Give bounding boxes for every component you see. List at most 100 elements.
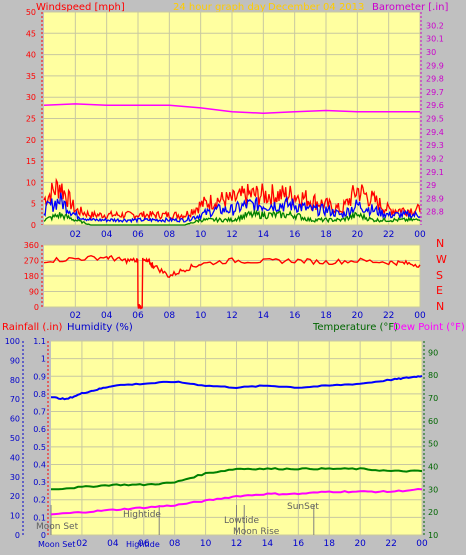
rainfall-y-tick-label: 1 bbox=[41, 355, 46, 364]
barometer-y-tick-label: 29.5 bbox=[426, 115, 444, 124]
barometer-y-tick-label: 29 bbox=[426, 181, 436, 190]
temperature-y-tick-label: 40 bbox=[428, 463, 438, 472]
wind-y-tick-label: 25 bbox=[26, 115, 36, 124]
wind-x-tick-label: 22 bbox=[383, 230, 394, 240]
direction-y-tick-label: 180 bbox=[24, 272, 39, 281]
direction-letter-n2: N bbox=[436, 300, 444, 313]
sunset-marker-label: SunSet bbox=[287, 502, 319, 512]
humidity-y-tick-label: 10 bbox=[10, 512, 20, 521]
humidity-y-tick-label: 90 bbox=[10, 356, 20, 365]
barometer-y-tick-label: 29.7 bbox=[426, 88, 444, 97]
humidity-y-tick-label: 20 bbox=[10, 492, 20, 501]
direction-x-tick-label: 10 bbox=[195, 311, 207, 321]
barometer-y-tick-label: 30.2 bbox=[426, 21, 444, 30]
direction-y-tick-label: 0 bbox=[34, 303, 39, 312]
wind-direction-line bbox=[43, 254, 421, 310]
direction-y-tick-label: 90 bbox=[29, 288, 39, 297]
barometer-line bbox=[43, 103, 420, 114]
wind-y-tick-label: 0 bbox=[31, 221, 36, 230]
humidity-y-tick-label: 30 bbox=[10, 473, 20, 482]
wind-x-tick-label: 08 bbox=[164, 230, 176, 240]
wind-y-tick-label: 10 bbox=[26, 178, 36, 187]
barometer-y-tick-label: 29.1 bbox=[426, 168, 444, 177]
moon-set-marker-label: Moon Set bbox=[36, 522, 79, 532]
wind-x-tick-label: 06 bbox=[132, 230, 144, 240]
temperature-label: Temperature (°F) bbox=[312, 322, 398, 333]
humidity-y-tick-label: 0 bbox=[15, 531, 20, 540]
direction-axis: 0 90 180 270 360 bbox=[24, 241, 43, 312]
humidity-y-tick-label: 70 bbox=[10, 395, 20, 404]
wind-y-tick-label: 40 bbox=[26, 51, 36, 60]
moon-rise-marker-label: Moon Rise bbox=[233, 527, 280, 537]
barometer-y-tick-label: 29.8 bbox=[426, 75, 444, 84]
temperature-y-tick-label: 90 bbox=[428, 348, 438, 357]
climate-x-tick-label: 08 bbox=[169, 539, 181, 549]
direction-letter-s: S bbox=[436, 269, 443, 282]
temperature-y-tick-label: 80 bbox=[428, 371, 438, 380]
direction-letter-w: W bbox=[436, 253, 447, 266]
direction-x-tick-label: 00 bbox=[414, 311, 426, 321]
barometer-label: Barometer [.in] bbox=[372, 2, 448, 13]
wind-x-tick-label: 04 bbox=[101, 230, 113, 240]
humidity-y-tick-label: 40 bbox=[10, 453, 20, 462]
wind-x-tick-label: 02 bbox=[70, 230, 81, 240]
temperature-y-tick-label: 70 bbox=[428, 394, 438, 403]
wind-x-tick-label: 16 bbox=[289, 230, 301, 240]
wind-gust-line bbox=[43, 177, 421, 222]
humidity-line bbox=[50, 374, 423, 401]
wind-y-tick-label: 15 bbox=[26, 157, 36, 166]
graph-date: December 04 2013 bbox=[268, 2, 364, 13]
wind-y-tick-label: 20 bbox=[26, 136, 36, 145]
direction-x-tick-label: 20 bbox=[352, 311, 364, 321]
wind-axis: 0 5 10 15 20 25 30 35 40 45 50 bbox=[26, 8, 43, 230]
rainfall-y-tick-label: 0.9 bbox=[33, 372, 46, 381]
wind-x-axis: 02 04 06 08 10 12 14 16 18 20 22 00 bbox=[70, 230, 426, 240]
direction-x-tick-label: 02 bbox=[70, 311, 81, 321]
temperature-y-tick-label: 10 bbox=[428, 531, 438, 540]
direction-x-tick-label: 06 bbox=[132, 311, 144, 321]
rainfall-y-tick-label: 0.5 bbox=[33, 443, 46, 452]
direction-x-tick-label: 18 bbox=[320, 311, 332, 321]
barometer-y-tick-label: 29.3 bbox=[426, 141, 444, 150]
climate-series bbox=[50, 374, 423, 516]
wind-average-line bbox=[43, 192, 421, 224]
barometer-y-tick-label: 30.1 bbox=[426, 35, 444, 44]
temperature-line bbox=[50, 467, 423, 491]
climate-grid bbox=[51, 340, 423, 536]
event-markers bbox=[50, 505, 315, 535]
direction-y-tick-label: 270 bbox=[24, 257, 39, 266]
direction-y-tick-label: 360 bbox=[24, 241, 39, 250]
rainfall-y-tick-label: 0.3 bbox=[33, 478, 46, 487]
temperature-y-tick-label: 50 bbox=[428, 440, 438, 449]
climate-x-tick-label: 14 bbox=[262, 539, 274, 549]
barometer-y-tick-label: 28.9 bbox=[426, 194, 444, 203]
barometer-y-tick-label: 28.8 bbox=[426, 208, 444, 217]
humidity-label: Humidity (%) bbox=[67, 322, 133, 333]
climate-x-tick-label: 10 bbox=[200, 539, 212, 549]
dewpoint-line bbox=[50, 487, 423, 516]
wind-low-line bbox=[43, 209, 421, 226]
temperature-axis: 10 20 30 40 50 60 70 80 90 bbox=[423, 341, 438, 540]
temperature-y-tick-label: 20 bbox=[428, 508, 438, 517]
wind-x-tick-label: 14 bbox=[258, 230, 270, 240]
hightide-axis-label: Hightide bbox=[126, 540, 160, 549]
climate-x-tick-label: 18 bbox=[324, 539, 336, 549]
direction-x-tick-label: 16 bbox=[289, 311, 301, 321]
wind-x-tick-label: 00 bbox=[414, 230, 426, 240]
rainfall-axis: 0 0.1 0.2 0.3 0.4 0.5 0.6 0.7 0.8 0.9 1 1.1 bbox=[33, 337, 49, 540]
rainfall-y-tick-label: 0.2 bbox=[33, 496, 46, 505]
climate-x-tick-label: 00 bbox=[416, 539, 428, 549]
hightide-marker-label: Hightide bbox=[123, 510, 161, 520]
rainfall-y-tick-label: 0.8 bbox=[33, 390, 46, 399]
dewpoint-label: Dew Point (°F) bbox=[393, 322, 465, 333]
lowtide-marker-label: Lowtide bbox=[224, 516, 259, 526]
graph-title: 24 hour graph day bbox=[173, 2, 266, 13]
direction-letter-n: N bbox=[436, 237, 444, 250]
climate-x-tick-label: 04 bbox=[107, 539, 119, 549]
climate-x-tick-label: 20 bbox=[354, 539, 366, 549]
barometer-axis: 28.8 28.9 29 29.1 29.2 29.3 29.4 29.5 29.6 29.7 29… bbox=[420, 12, 444, 225]
climate-x-tick-label: 02 bbox=[76, 539, 87, 549]
wind-y-tick-label: 30 bbox=[26, 93, 36, 102]
wind-y-tick-label: 35 bbox=[26, 72, 36, 81]
rainfall-y-tick-label: 1.1 bbox=[33, 337, 46, 346]
